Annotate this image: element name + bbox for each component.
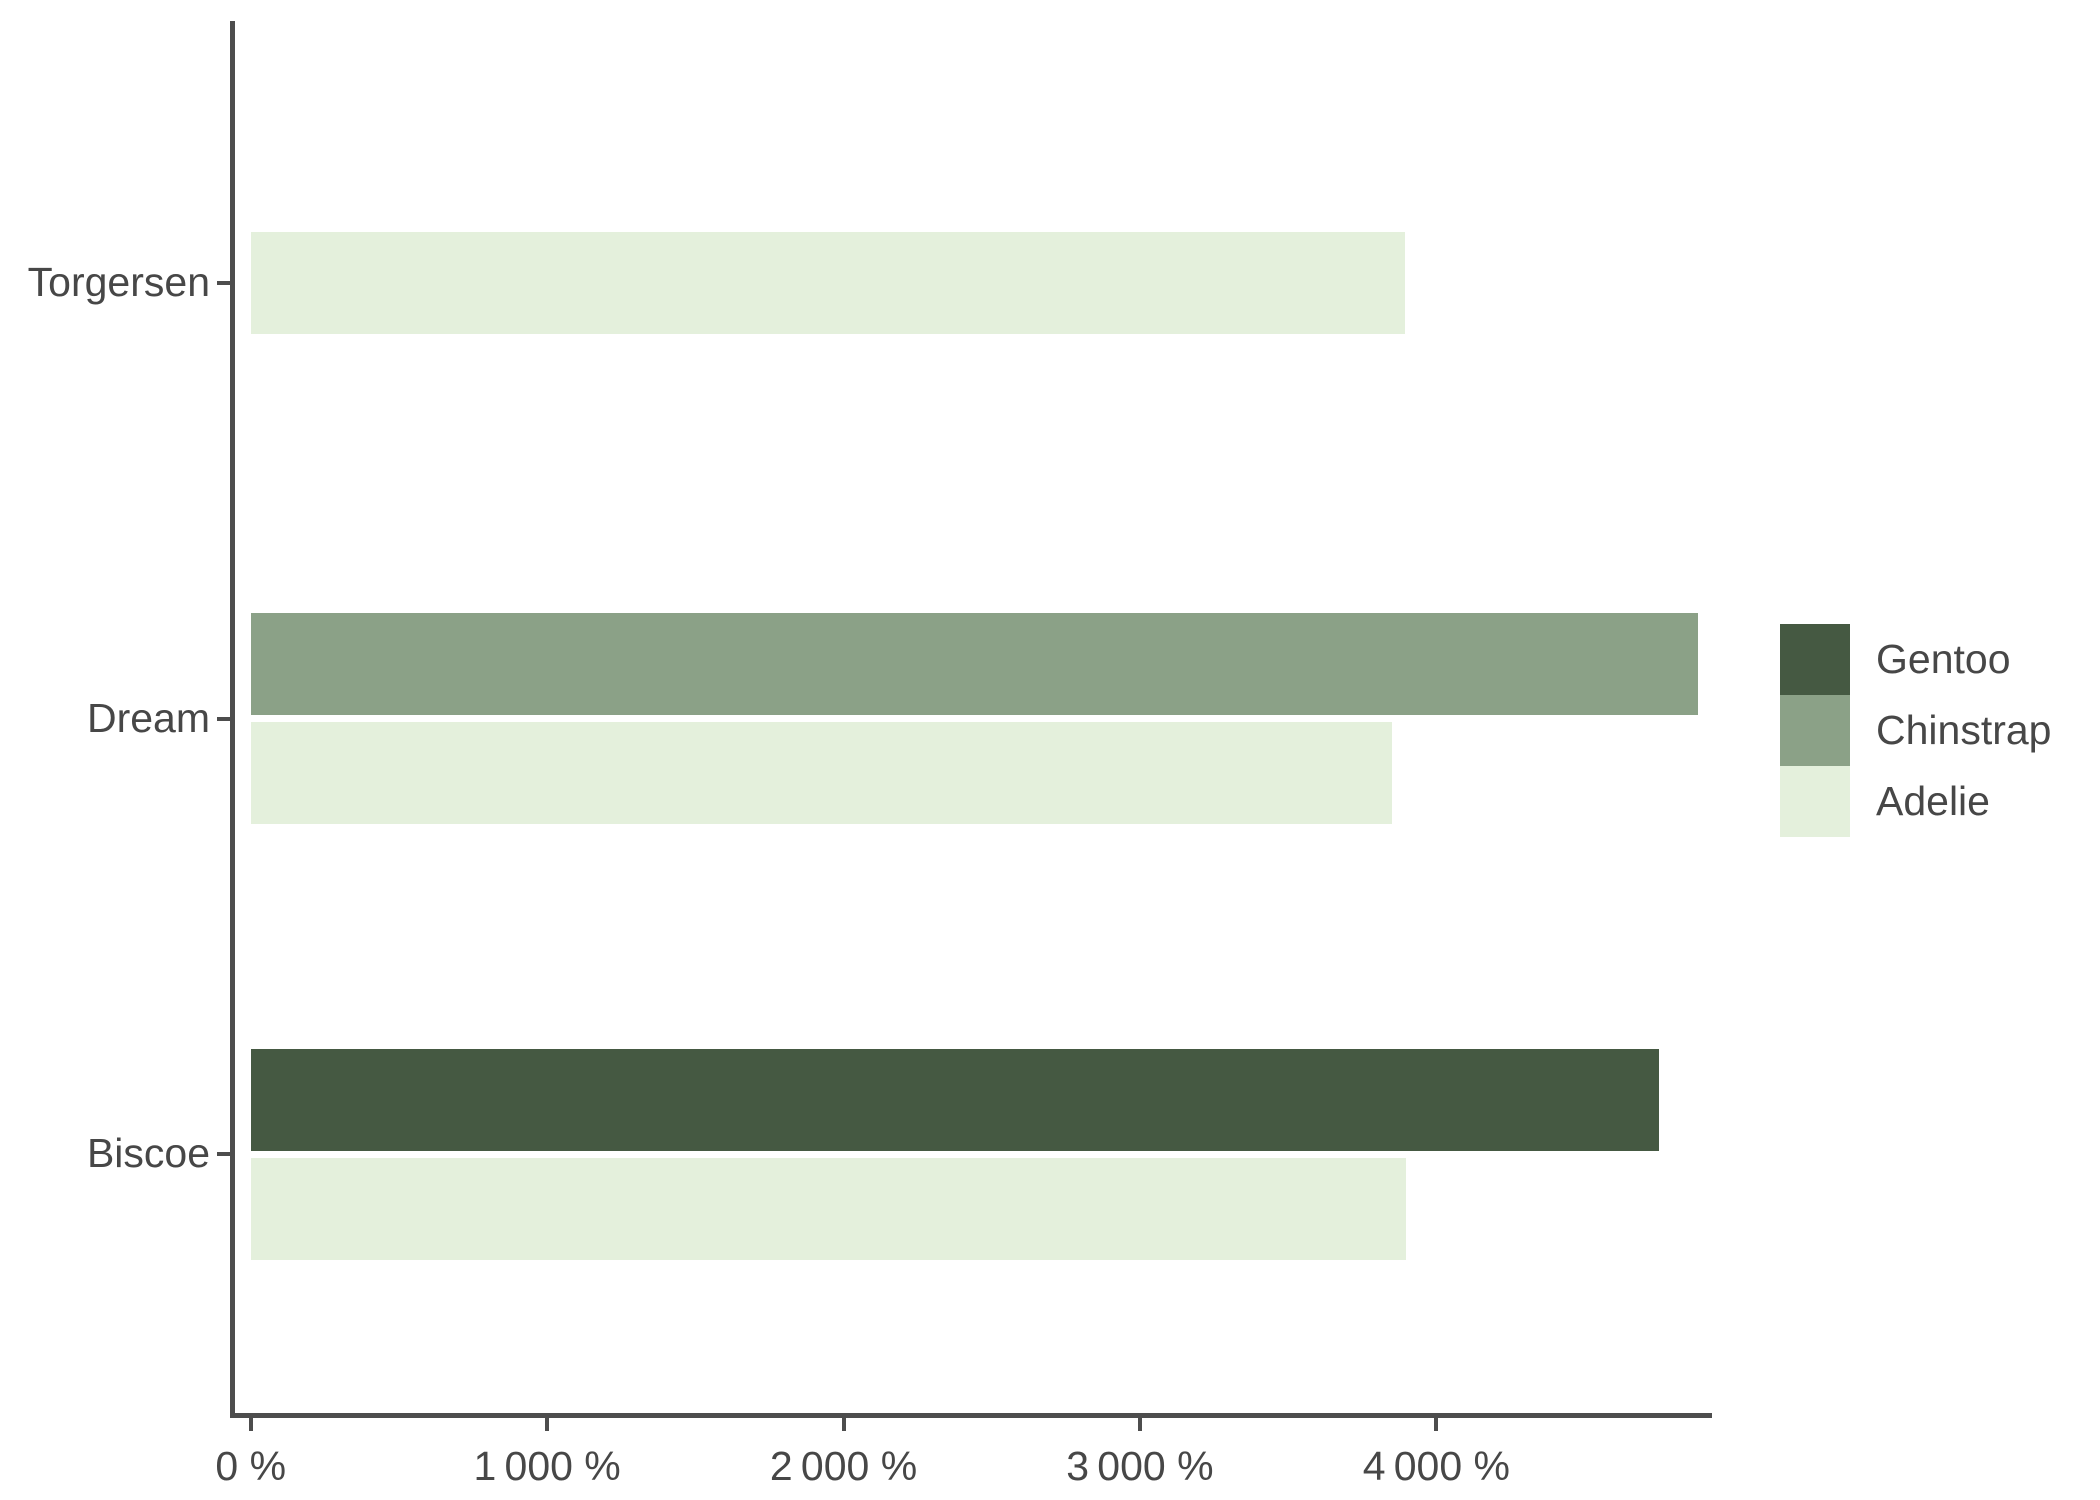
x-axis-tick-label: 0 % (215, 1443, 287, 1489)
y-axis-tick (217, 1152, 230, 1157)
x-axis-tick (1434, 1418, 1439, 1431)
y-axis-tick-label: Dream (86, 694, 210, 741)
y-axis-tick-label: Torgersen (27, 258, 210, 305)
bar-biscoe-gentoo (250, 1048, 1659, 1151)
x-axis-tick (248, 1418, 253, 1431)
y-axis-tick (217, 280, 230, 285)
bar-dream-chinstrap (250, 613, 1699, 715)
y-axis-tick (217, 716, 230, 721)
legend-label: Gentoo (1876, 636, 2011, 682)
legend-swatch-chinstrap (1780, 695, 1850, 766)
x-axis-tick (545, 1418, 550, 1431)
x-axis-tick-label: 3 000 % (1066, 1443, 1214, 1489)
bar-torgersen-adelie (250, 231, 1406, 334)
x-axis-tick (841, 1418, 846, 1431)
legend-swatch-gentoo (1780, 624, 1850, 695)
legend-label: Adelie (1876, 778, 1990, 824)
x-axis-line (230, 1413, 1712, 1418)
bar-biscoe-adelie (250, 1157, 1407, 1260)
y-axis-tick-label: Biscoe (86, 1130, 210, 1177)
x-axis-tick-label: 2 000 % (769, 1443, 918, 1489)
x-axis-tick-label: 1 000 % (473, 1443, 621, 1489)
legend-item-gentoo: Gentoo (1780, 624, 2051, 695)
legend-swatch-adelie (1780, 766, 1850, 837)
legend-item-chinstrap: Chinstrap (1780, 695, 2051, 766)
bar-dream-adelie (250, 722, 1392, 824)
y-axis-line (230, 21, 235, 1418)
x-axis-tick-label: 4 000 % (1362, 1443, 1510, 1489)
legend: Gentoo Chinstrap Adelie (1780, 624, 2051, 837)
legend-label: Chinstrap (1876, 707, 2052, 753)
x-axis-tick (1137, 1418, 1142, 1431)
legend-item-adelie: Adelie (1780, 766, 2051, 837)
